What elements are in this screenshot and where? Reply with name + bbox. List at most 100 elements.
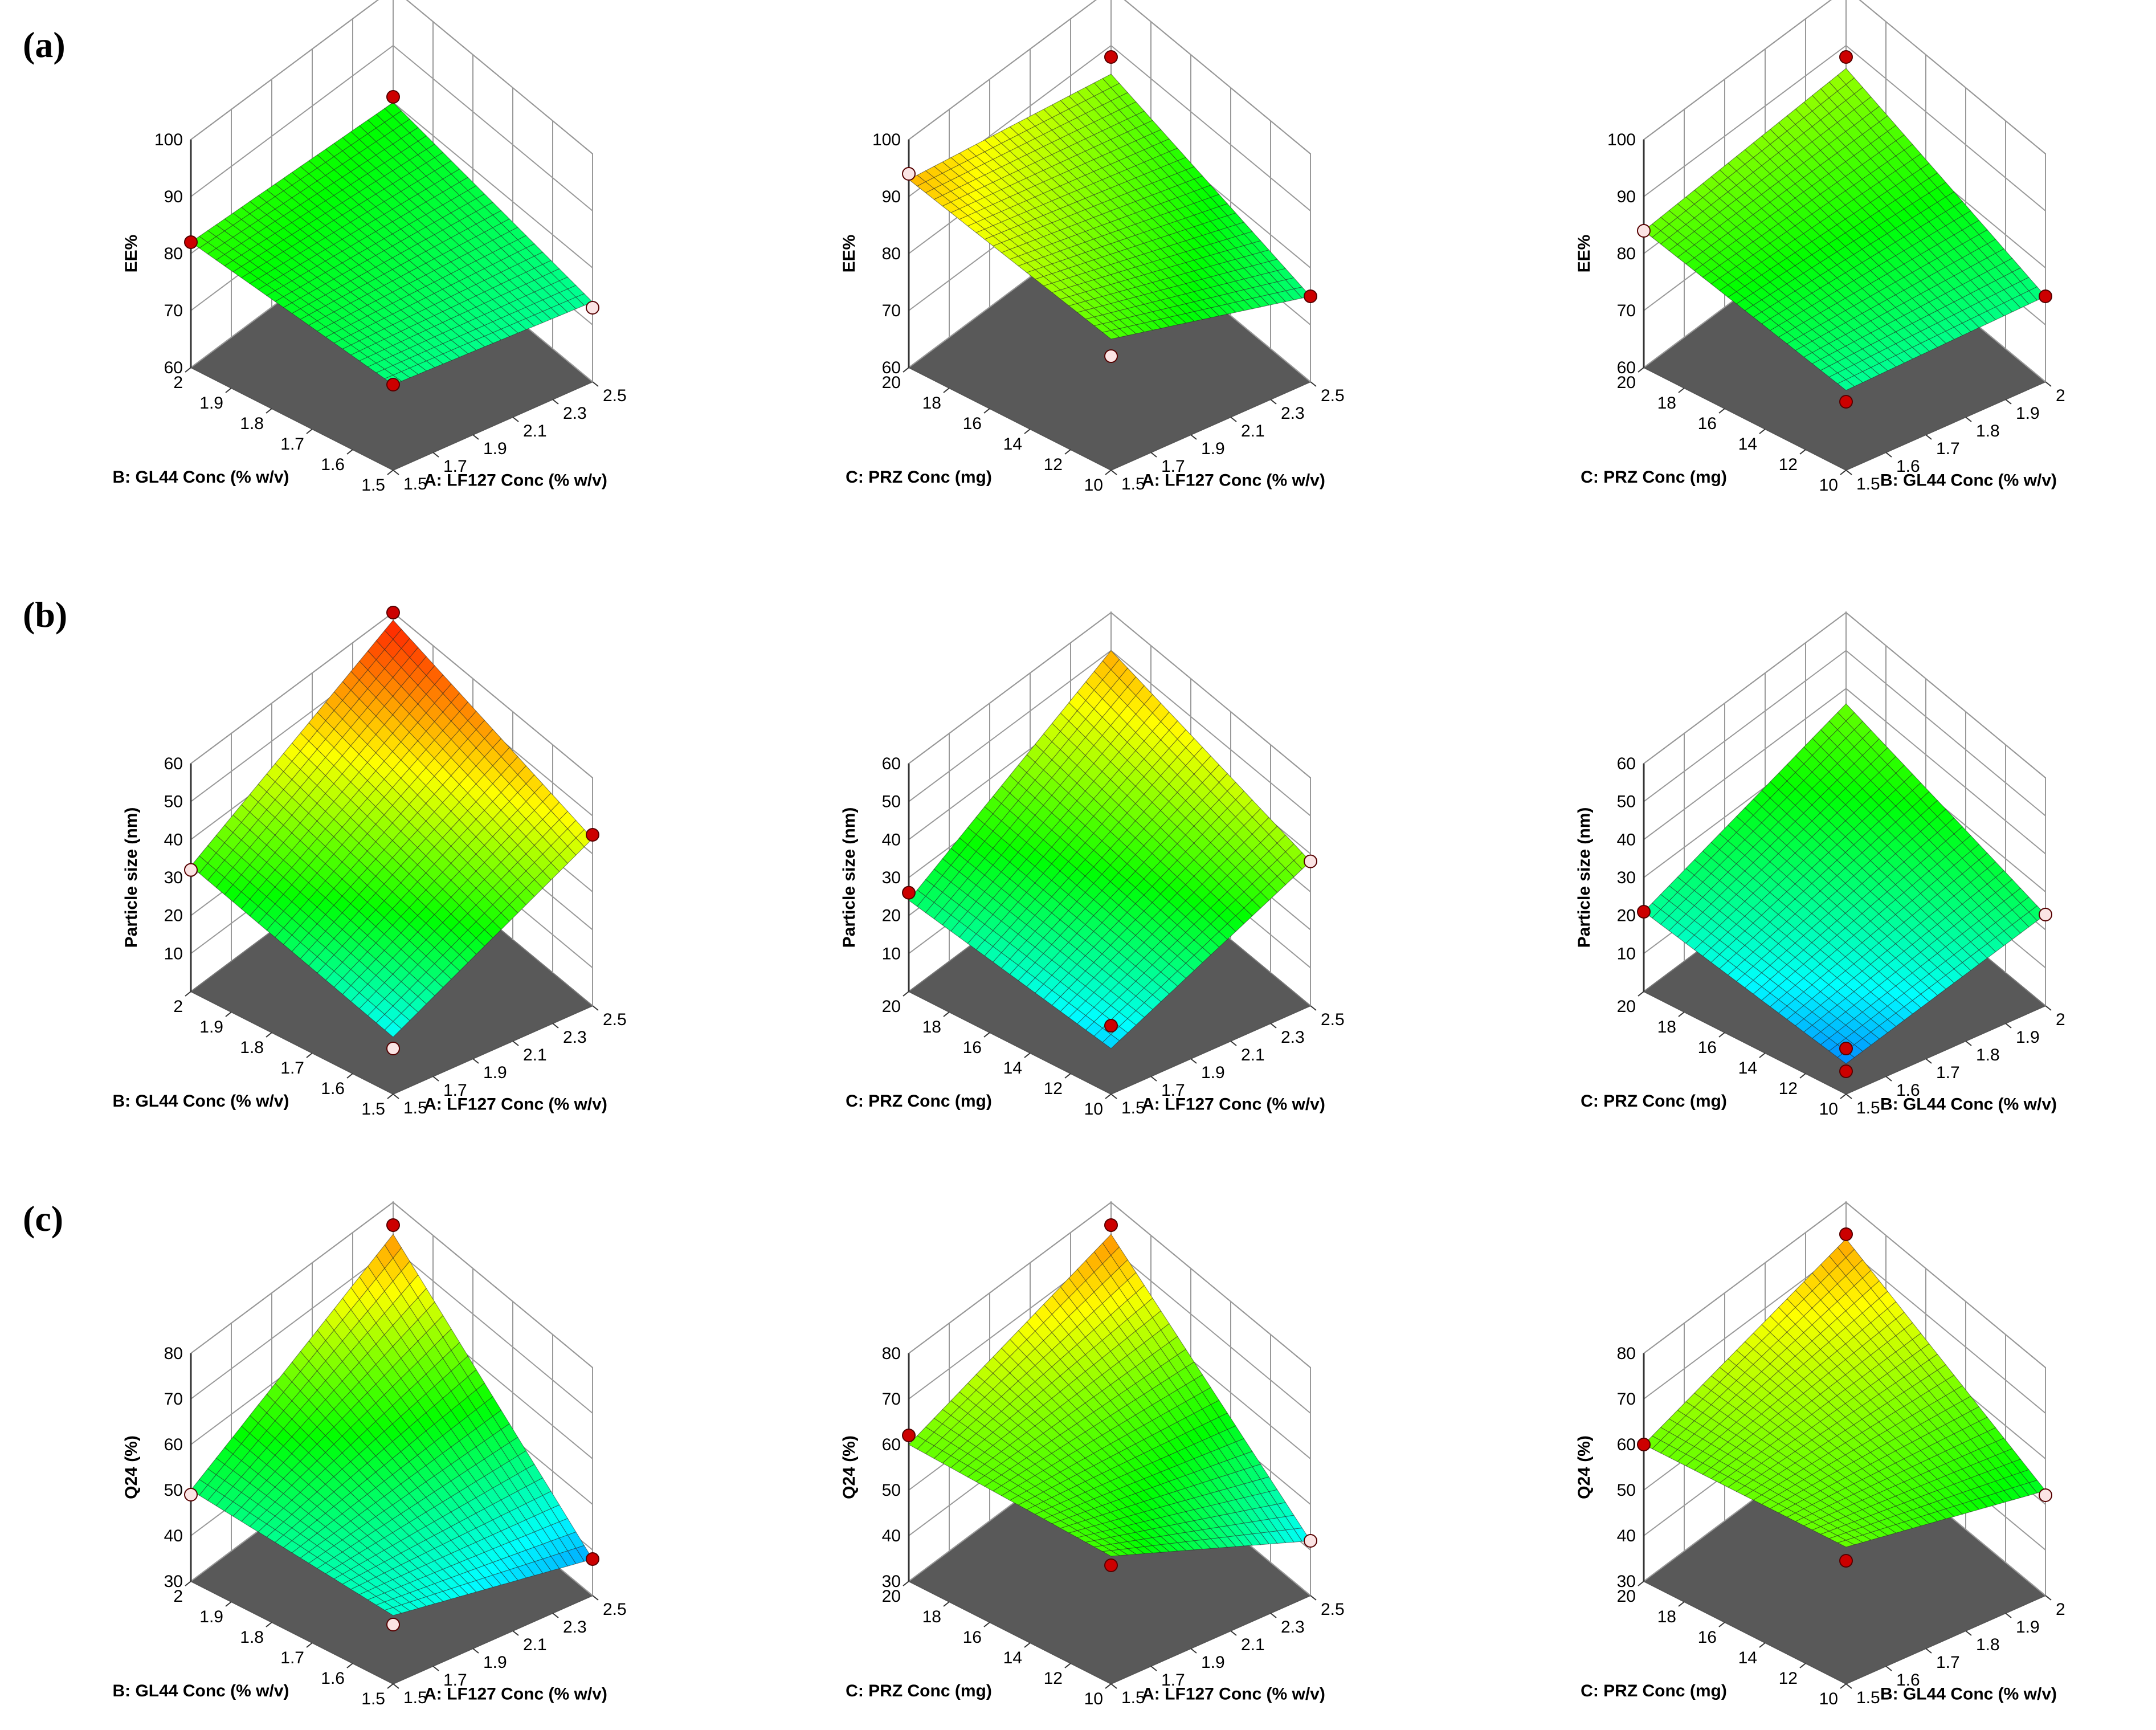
x-tick-label: 2.3 xyxy=(1281,404,1305,423)
z-tick-label: 70 xyxy=(1617,301,1636,320)
y-tick xyxy=(225,387,232,393)
z-tick-label: 60 xyxy=(164,754,183,773)
x-tick xyxy=(1190,434,1197,440)
design-point xyxy=(586,828,599,842)
x-tick xyxy=(472,434,479,440)
z-axis-label: Particle size (nm) xyxy=(840,807,859,948)
y-tick-label: 14 xyxy=(1738,1059,1757,1078)
z-tick-label: 40 xyxy=(164,830,183,849)
x-tick xyxy=(552,1613,559,1618)
z-tick-label: 30 xyxy=(164,868,183,887)
y-tick xyxy=(1799,449,1806,455)
y-tick-label: 10 xyxy=(1084,1100,1103,1119)
y-tick-label: 1.7 xyxy=(280,1059,304,1078)
y-tick-label: 1.8 xyxy=(240,1628,264,1647)
z-axis-label: Q24 (%) xyxy=(840,1435,859,1499)
y-axis-label: C: PRZ Conc (mg) xyxy=(1581,1092,1727,1111)
x-tick-label: 2 xyxy=(2056,1010,2065,1029)
x-tick-label: 2.5 xyxy=(603,386,627,405)
design-point xyxy=(586,1552,599,1566)
design-point xyxy=(1304,854,1317,868)
x-axis-label: A: LF127 Conc (% w/v) xyxy=(424,1685,607,1704)
y-tick-label: 18 xyxy=(922,394,941,413)
z-tick-label: 90 xyxy=(1617,187,1636,206)
y-tick-label: 1.9 xyxy=(199,1607,223,1626)
y-tick xyxy=(1840,1094,1847,1099)
x-tick xyxy=(2045,1005,2052,1011)
z-tick-label: 30 xyxy=(882,868,901,887)
x-tick-label: 2.1 xyxy=(523,1635,547,1654)
x-tick xyxy=(1230,417,1237,422)
design-point xyxy=(386,1618,400,1631)
x-tick-label: 1.5 xyxy=(403,475,427,493)
y-tick xyxy=(387,470,394,475)
y-tick xyxy=(1638,367,1644,373)
design-point xyxy=(586,301,599,315)
x-tick xyxy=(1925,434,1932,440)
y-tick xyxy=(306,1052,313,1058)
design-point xyxy=(2039,289,2052,303)
x-tick xyxy=(1150,452,1157,458)
design-point xyxy=(2039,908,2052,921)
x-tick-label: 2.1 xyxy=(1241,422,1265,440)
y-tick-label: 20 xyxy=(1617,373,1636,392)
y-tick xyxy=(185,1581,191,1586)
y-tick xyxy=(1799,1073,1806,1079)
z-tick-label: 100 xyxy=(154,130,183,149)
z-tick-label: 60 xyxy=(882,754,901,773)
z-tick-label: 60 xyxy=(882,358,901,377)
z-tick-label: 70 xyxy=(882,301,901,320)
x-tick xyxy=(512,1041,519,1046)
y-tick-label: 2 xyxy=(173,1587,183,1606)
x-tick xyxy=(512,1630,519,1636)
x-tick xyxy=(1965,417,1972,422)
x-tick-label: 2.5 xyxy=(603,1600,627,1619)
y-axis-label: B: GL44 Conc (% w/v) xyxy=(112,468,289,487)
z-tick-label: 80 xyxy=(164,1344,183,1363)
design-point xyxy=(1637,224,1651,238)
y-tick xyxy=(306,429,313,434)
z-tick-label: 50 xyxy=(882,793,901,811)
panel-label: (c) xyxy=(23,1198,63,1239)
y-tick-label: 1.7 xyxy=(280,1649,304,1667)
z-tick-label: 60 xyxy=(164,1435,183,1454)
x-tick xyxy=(1270,399,1277,405)
z-tick-label: 10 xyxy=(1617,944,1636,963)
design-point xyxy=(386,378,400,391)
design-point xyxy=(1839,1064,1853,1078)
x-tick xyxy=(393,1094,399,1099)
y-tick xyxy=(306,1642,313,1648)
y-tick xyxy=(1024,429,1031,434)
z-axis-label: EE% xyxy=(122,235,141,273)
y-tick xyxy=(1718,1032,1725,1038)
y-tick-label: 12 xyxy=(1779,455,1798,474)
z-tick-label: 90 xyxy=(164,187,183,206)
y-tick xyxy=(903,367,909,373)
y-axis-label: B: GL44 Conc (% w/v) xyxy=(112,1682,289,1700)
y-tick xyxy=(387,1683,394,1689)
z-axis-label: Q24 (%) xyxy=(122,1435,141,1499)
z-tick-label: 80 xyxy=(882,1344,901,1363)
z-tick-label: 70 xyxy=(164,301,183,320)
y-tick xyxy=(903,991,909,997)
z-tick-label: 50 xyxy=(882,1481,901,1500)
x-tick-label: 1.8 xyxy=(1976,1046,2000,1064)
x-tick-label: 1.7 xyxy=(443,457,467,476)
y-tick-label: 1.6 xyxy=(321,1079,345,1098)
x-tick xyxy=(592,381,599,387)
x-tick-label: 1.5 xyxy=(1856,1099,1880,1117)
x-tick xyxy=(1845,470,1852,475)
x-tick-label: 1.9 xyxy=(483,1063,507,1082)
y-tick xyxy=(943,387,950,393)
y-axis-label: C: PRZ Conc (mg) xyxy=(846,1092,992,1111)
z-tick-label: 40 xyxy=(882,1527,901,1545)
y-tick-label: 2 xyxy=(173,373,183,392)
design-point xyxy=(386,90,400,104)
y-tick xyxy=(185,367,191,373)
x-tick-label: 2.5 xyxy=(1321,386,1345,405)
y-tick-label: 16 xyxy=(1698,414,1717,433)
x-tick-label: 1.7 xyxy=(1936,439,1960,458)
x-tick-label: 1.9 xyxy=(1201,1063,1225,1082)
